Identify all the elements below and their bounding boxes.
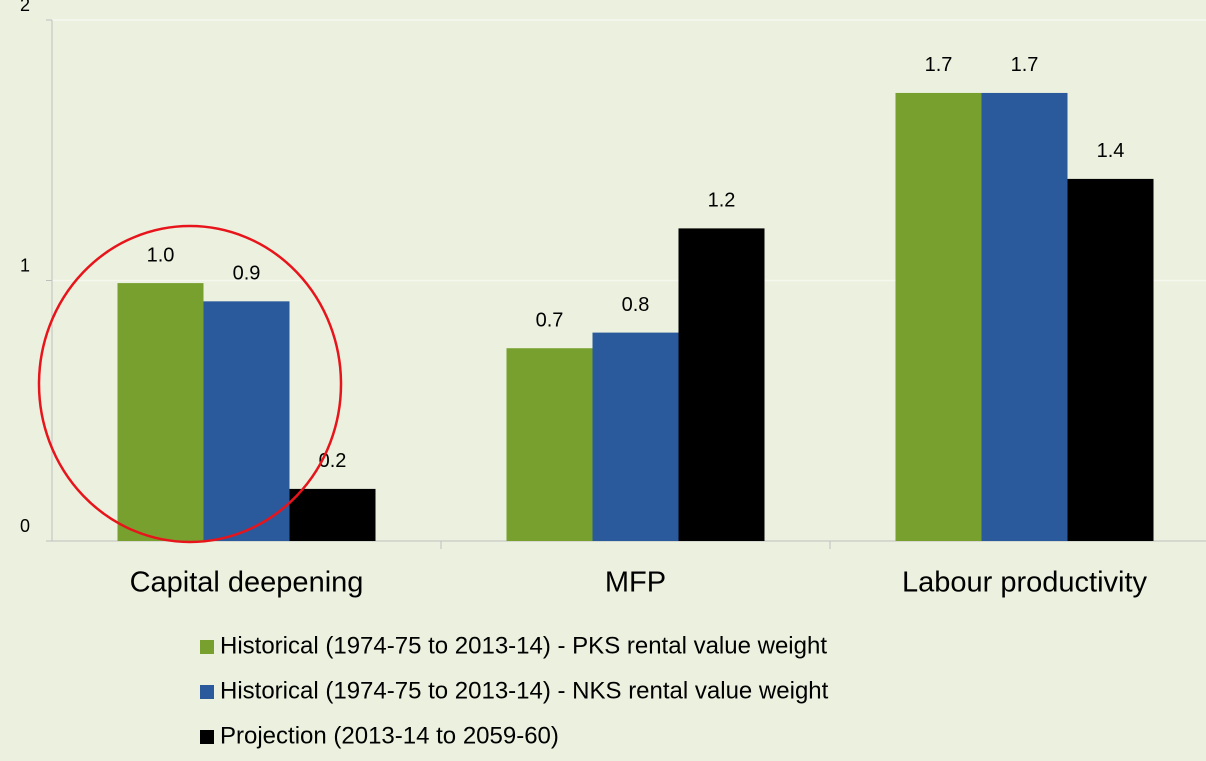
value-label: 1.7 (1011, 54, 1039, 76)
legend-swatch (200, 730, 214, 744)
legend-label: Projection (2013-14 to 2059-60) (220, 722, 559, 749)
value-label: 1.2 (708, 190, 736, 212)
value-label: 0.7 (536, 310, 564, 332)
legend-label: Historical (1974-75 to 2013-14) - NKS re… (220, 677, 829, 704)
y-tick-label: 0 (20, 516, 30, 536)
value-label: 0.9 (233, 263, 261, 285)
x-tick-label: Labour productivity (902, 567, 1148, 599)
y-tick-label: 1 (20, 255, 30, 275)
y-tick-label: 2 (20, 0, 30, 15)
bar (678, 228, 765, 541)
highlight-ellipse (37, 224, 343, 544)
legend-label: Historical (1974-75 to 2013-14) - PKS re… (220, 632, 827, 659)
value-label: 1.4 (1097, 140, 1125, 162)
value-label: 1.0 (147, 244, 175, 266)
bar (506, 348, 593, 541)
bar (981, 92, 1068, 541)
legend-swatch (200, 640, 214, 654)
bar (117, 283, 204, 541)
x-tick-label: Capital deepening (130, 567, 364, 599)
value-label: 0.8 (622, 294, 650, 316)
bar (203, 301, 290, 541)
bar (289, 488, 376, 541)
x-tick-label: MFP (605, 567, 666, 599)
bar (1067, 178, 1154, 541)
legend-swatch (200, 685, 214, 699)
bar (895, 92, 982, 541)
bar (592, 332, 679, 541)
value-label: 1.7 (925, 54, 953, 76)
